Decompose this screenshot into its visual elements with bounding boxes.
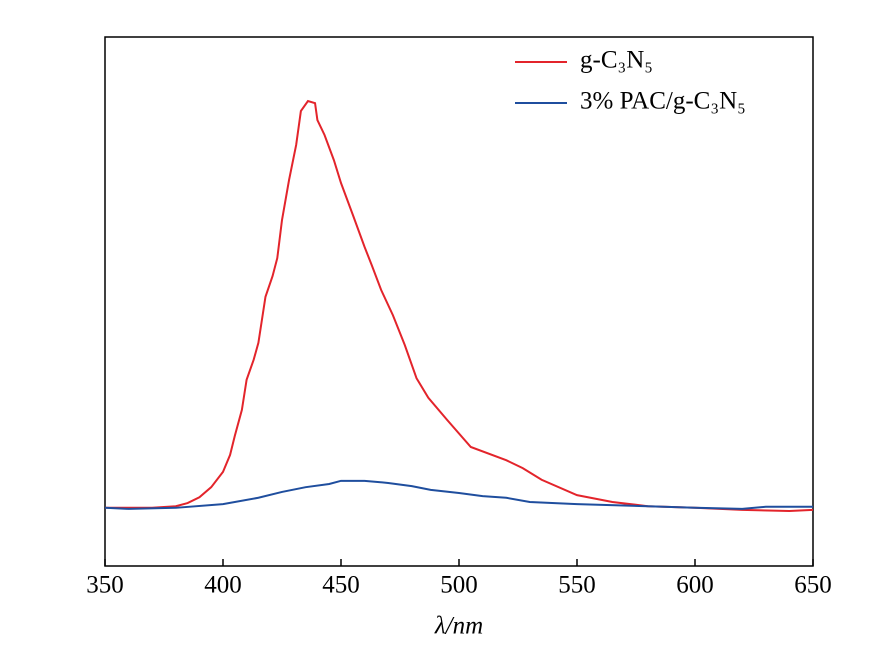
legend-label: 3% PAC/g-C₃N₅ xyxy=(580,88,746,115)
legend-label: g-C₃N₅ xyxy=(580,47,653,74)
x-tick-label: 550 xyxy=(558,572,596,599)
x-tick-label: 450 xyxy=(322,572,360,599)
x-axis-label: λ/nm xyxy=(434,613,483,640)
data-line xyxy=(105,99,814,512)
x-tick-label: 500 xyxy=(440,572,478,599)
data-line xyxy=(104,479,813,510)
x-tick-label: 600 xyxy=(676,572,714,599)
x-tick-label: 400 xyxy=(204,572,242,599)
x-tick-label: 350 xyxy=(86,572,124,599)
x-tick-label: 650 xyxy=(794,572,832,599)
